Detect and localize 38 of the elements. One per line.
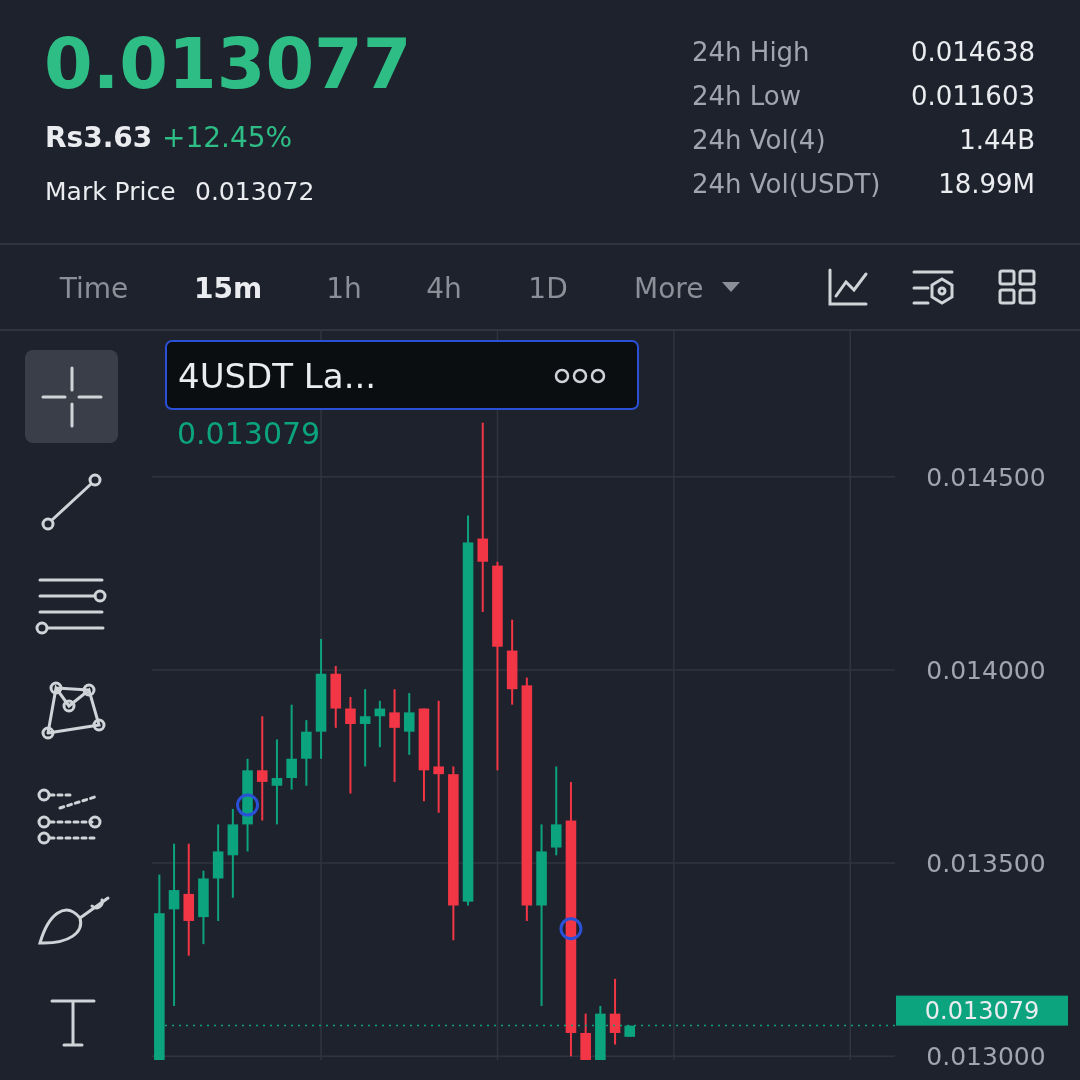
text: 15m	[193, 272, 263, 305]
ref-line-label: 0.013079	[924, 997, 1040, 1026]
text: 18.99M	[938, 169, 1035, 199]
annotation: 0.013079	[177, 416, 321, 451]
y-tick-label: 0.014000	[926, 655, 1046, 685]
candlestick	[403, 692, 415, 756]
y-tick-label: 0.013500	[926, 848, 1046, 878]
candlestick	[477, 421, 489, 613]
chart-title: 0.013077	[44, 23, 412, 105]
candlestick	[550, 765, 562, 857]
text: 24h High	[692, 37, 810, 67]
text: Time	[58, 272, 129, 305]
text: 24h Vol(USDT)	[692, 169, 881, 199]
candlestick	[345, 695, 356, 795]
text: 0.014638	[910, 37, 1035, 67]
text: Mark Price	[45, 177, 176, 206]
text: 4h	[426, 272, 462, 305]
text: More	[634, 272, 704, 305]
y-tick-label: 0.014500	[926, 462, 1046, 492]
y-tick-label: 0.013000	[926, 1041, 1046, 1071]
text: 1.44B	[959, 125, 1035, 155]
candlestick	[609, 977, 621, 1046]
text: 0.013072	[195, 177, 315, 206]
text: Rs3.63	[45, 121, 153, 154]
candlestick	[168, 842, 180, 1007]
text: +12.45%	[162, 121, 293, 154]
text: 24h Vol(4)	[692, 125, 826, 155]
text: 24h Low	[692, 81, 802, 111]
candlestick	[271, 738, 283, 826]
text: 1h	[326, 272, 362, 305]
candlestick	[389, 688, 400, 783]
candlestick	[286, 703, 297, 791]
candlestick	[359, 688, 371, 768]
annotation: 4USDT La...	[178, 356, 377, 396]
candlestick	[433, 699, 444, 814]
text: 1D	[528, 272, 568, 305]
candlestick	[256, 715, 268, 822]
text: 0.011603	[910, 81, 1035, 111]
